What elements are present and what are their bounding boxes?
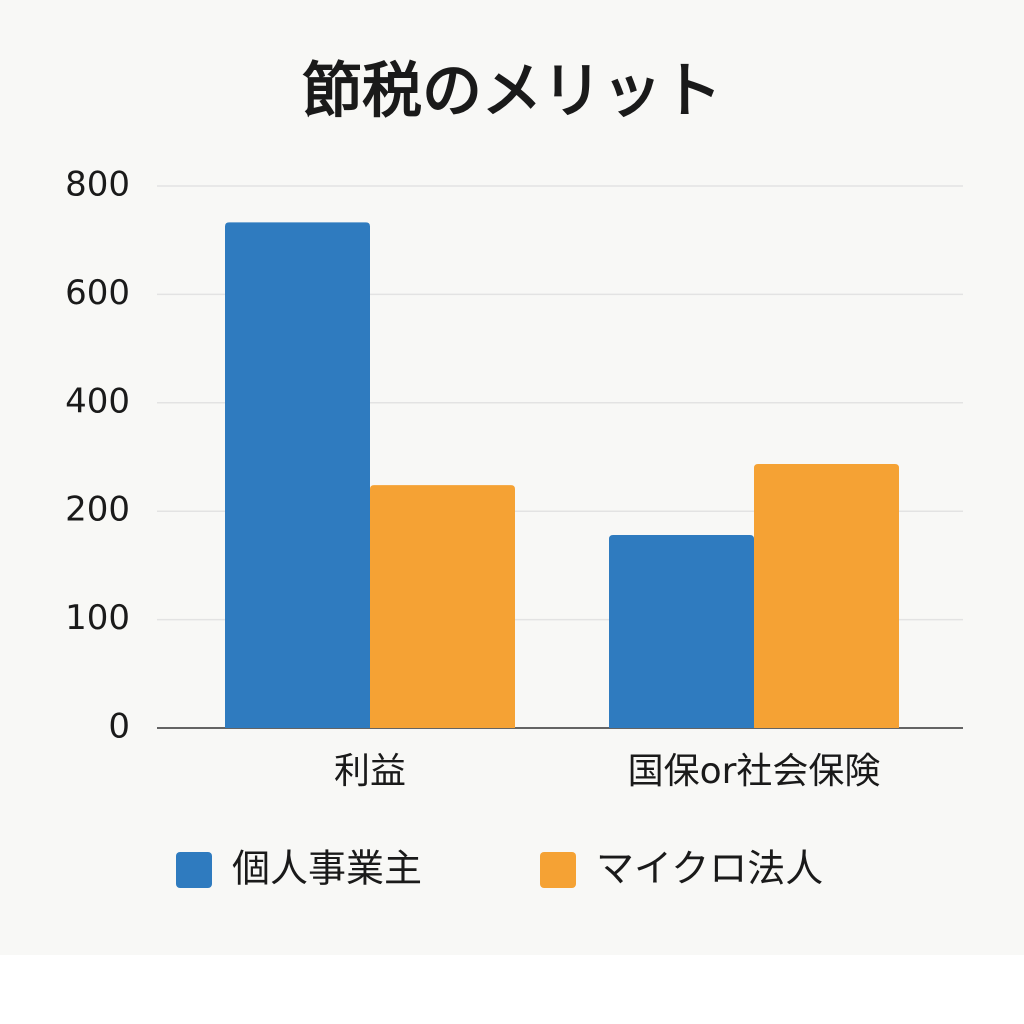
x-tick-label: 国保or社会保険 (628, 751, 881, 792)
bar (754, 464, 899, 728)
chart-title: 節税のメリット (302, 57, 722, 127)
bar (609, 535, 754, 728)
legend-label: マイクロ法人 (596, 847, 823, 891)
bar (370, 485, 515, 728)
y-tick-label: 600 (65, 273, 130, 313)
bar (225, 222, 370, 728)
y-tick-label: 100 (65, 598, 130, 638)
y-tick-label: 800 (65, 165, 130, 205)
y-tick-label: 0 (108, 707, 130, 747)
y-tick-label: 200 (65, 490, 130, 530)
y-tick-label: 400 (65, 381, 130, 421)
legend-swatch (176, 852, 212, 888)
legend-swatch (540, 852, 576, 888)
legend-label: 個人事業主 (232, 847, 422, 891)
x-tick-label: 利益 (334, 751, 406, 792)
